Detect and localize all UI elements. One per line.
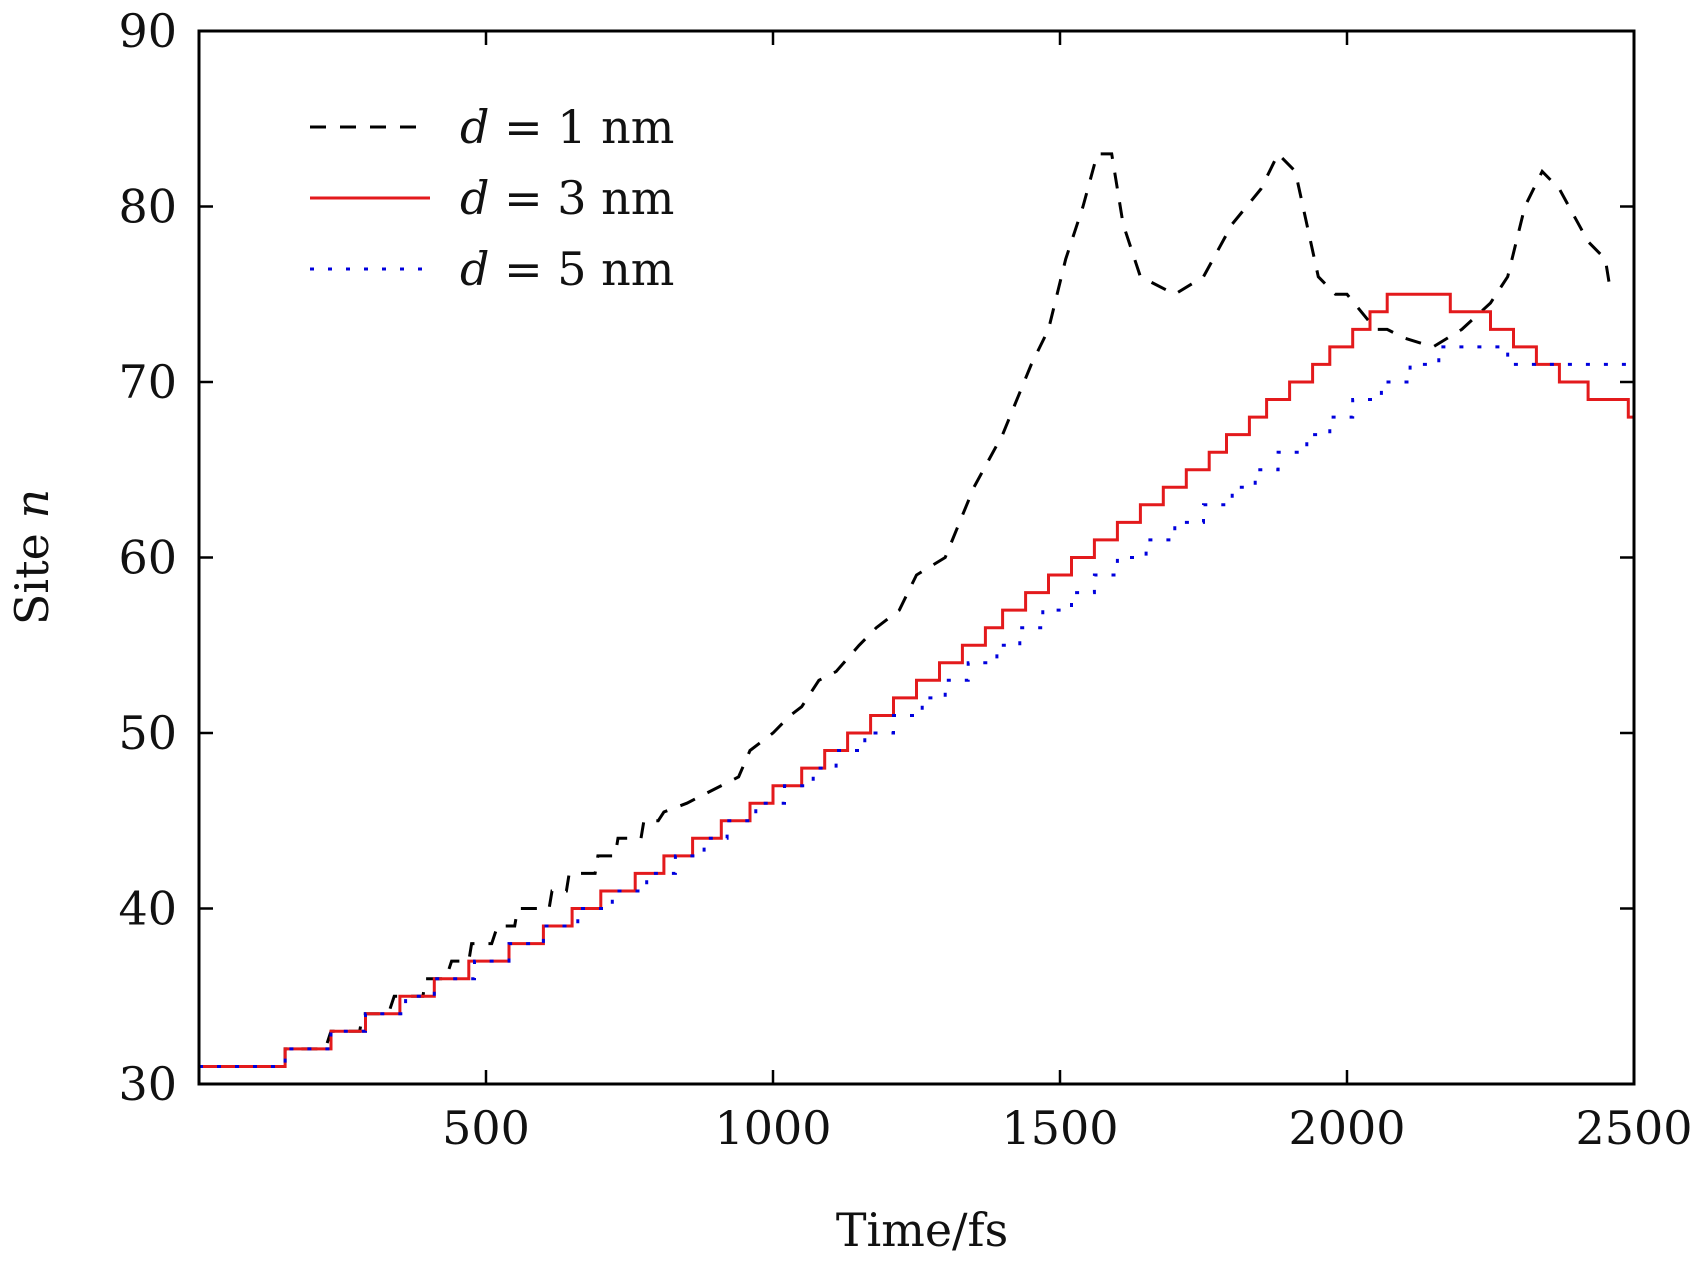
x-axis-title: Time/fs xyxy=(836,1203,1008,1257)
x-tick-label: 1500 xyxy=(1001,1101,1118,1155)
y-tick-label: 90 xyxy=(118,4,177,58)
series-line-3 xyxy=(199,345,1634,1068)
y-axis-title-var: n xyxy=(5,489,59,519)
x-tick-label: 500 xyxy=(442,1101,530,1155)
y-tick-label: 50 xyxy=(118,706,177,760)
legend-label-3: d = 5 nm xyxy=(460,242,674,296)
x-tick-label: 2000 xyxy=(1288,1101,1405,1155)
legend-label-rest: = 5 nm xyxy=(489,242,674,296)
y-tick-label: 60 xyxy=(118,531,177,585)
y-tick-label: 30 xyxy=(118,1057,177,1111)
legend: d = 1 nmd = 3 nmd = 5 nm xyxy=(310,100,674,296)
legend-label-rest: = 3 nm xyxy=(489,171,674,225)
y-tick-label: 40 xyxy=(118,882,177,936)
y-axis-title-text: Site xyxy=(5,519,59,626)
legend-label-var: d xyxy=(460,100,489,154)
x-tick-label: 1000 xyxy=(714,1101,831,1155)
legend-label-2: d = 3 nm xyxy=(460,171,674,225)
legend-label-var: d xyxy=(460,242,489,296)
plot-frame xyxy=(197,29,1636,1086)
series-layer xyxy=(199,151,1634,1068)
ticks-layer: 500 1000 1500 2000 2500 30 40 50 60 70 80 90 xyxy=(118,4,1692,1155)
x-tick-label: 2500 xyxy=(1575,1101,1692,1155)
series-line-2 xyxy=(199,292,1634,1068)
legend-label-rest: = 1 nm xyxy=(489,100,674,154)
y-tick-label: 70 xyxy=(118,355,177,409)
legend-label-1: d = 1 nm xyxy=(460,100,674,154)
y-tick-label: 80 xyxy=(118,180,177,234)
legend-label-var: d xyxy=(460,171,489,225)
y-axis-title: Site n xyxy=(5,489,59,625)
series-line-1 xyxy=(199,151,1613,1068)
